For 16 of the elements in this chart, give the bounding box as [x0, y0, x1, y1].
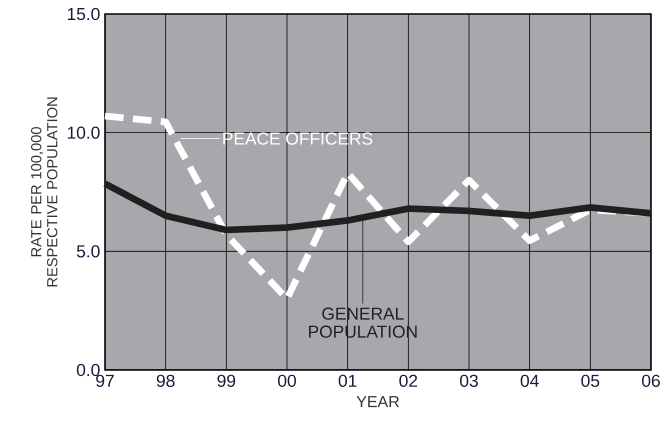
x-tick-label: 03: [460, 374, 478, 387]
x-tick-label: 04: [520, 374, 539, 387]
x-tick-label: 02: [399, 374, 418, 387]
y-tick-label: 15.0: [68, 8, 100, 20]
y-axis-title: RATE PER 100,000 RESPECTIVE POPULATION: [31, 98, 58, 286]
x-tick-label: 05: [581, 374, 600, 387]
x-tick-label: 00: [278, 374, 296, 387]
x-axis-title: YEAR: [356, 396, 400, 408]
x-tick-label: 98: [156, 374, 175, 387]
y-tick-label: 10.0: [68, 126, 100, 139]
x-tick-label: 01: [338, 374, 356, 387]
x-tick-label: 06: [642, 374, 660, 387]
y-tick-label: 5.0: [76, 245, 100, 258]
x-tick-label: 99: [218, 374, 236, 387]
y-tick-label: 0.0: [76, 364, 100, 376]
x-tick-label: 97: [96, 374, 114, 387]
